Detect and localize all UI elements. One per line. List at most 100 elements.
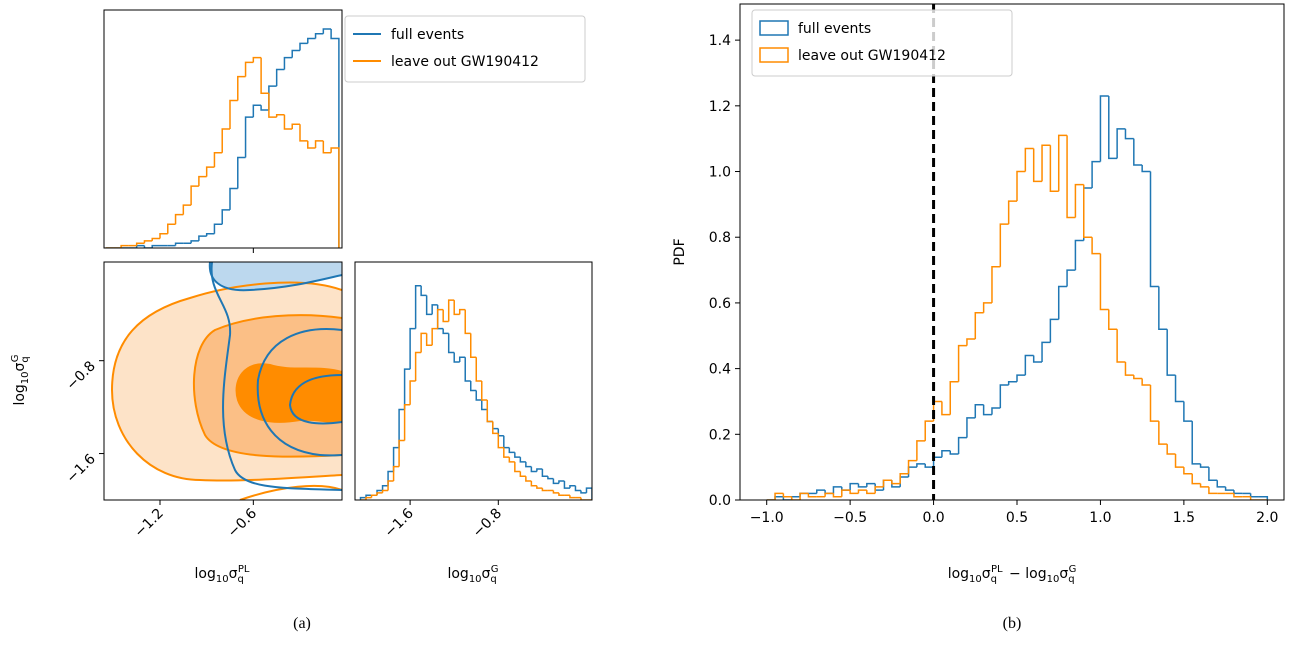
histogram-step bbox=[425, 333, 433, 347]
histogram-step bbox=[229, 99, 238, 129]
histogram-step bbox=[1191, 421, 1201, 465]
histogram-step bbox=[824, 492, 834, 497]
legend-box bbox=[751, 9, 1013, 77]
histogram-step bbox=[957, 436, 967, 455]
y-tick-label: 0.2 bbox=[709, 427, 731, 443]
x-tick-label: 1.5 bbox=[1173, 510, 1195, 526]
legend-label: leave out GW190412 bbox=[798, 48, 946, 64]
histogram-step bbox=[782, 493, 792, 498]
histogram-step bbox=[924, 463, 934, 468]
histogram-step bbox=[1057, 285, 1068, 320]
histogram-step bbox=[999, 384, 1009, 409]
histogram-step bbox=[1041, 144, 1051, 182]
y-tick-label: 0.4 bbox=[709, 362, 731, 378]
histogram-step bbox=[916, 440, 926, 461]
histogram-step bbox=[991, 266, 1001, 303]
histogram-step bbox=[799, 492, 809, 500]
histogram-step bbox=[213, 223, 223, 234]
histogram-step bbox=[1141, 164, 1151, 173]
histogram-step bbox=[982, 302, 992, 313]
histogram-step bbox=[381, 489, 389, 493]
axis-label-part: PL bbox=[238, 564, 250, 575]
histogram-step bbox=[536, 468, 543, 472]
histogram-step bbox=[190, 185, 199, 206]
histogram-step bbox=[849, 482, 859, 491]
histogram-step bbox=[143, 240, 153, 244]
histogram-step bbox=[899, 476, 909, 487]
histogram-step bbox=[1208, 467, 1218, 482]
histogram-step bbox=[857, 489, 867, 494]
histogram-step bbox=[1174, 375, 1184, 403]
histogram-step bbox=[291, 49, 300, 58]
histogram-step bbox=[229, 187, 238, 210]
axis-label-part: σ bbox=[982, 566, 991, 582]
histogram-step bbox=[874, 486, 884, 494]
histogram-step bbox=[1024, 354, 1034, 376]
histogram-step bbox=[514, 452, 521, 458]
histogram-step bbox=[1083, 184, 1093, 238]
histogram-step bbox=[991, 407, 1001, 415]
histogram-step bbox=[569, 495, 576, 499]
histogram-step bbox=[447, 299, 455, 322]
histogram-step bbox=[431, 304, 438, 315]
histogram-step bbox=[891, 480, 901, 485]
legend-box bbox=[344, 15, 586, 83]
histogram-step bbox=[492, 421, 499, 430]
histogram-step bbox=[392, 465, 400, 481]
histogram-step bbox=[414, 285, 422, 329]
histogram-step bbox=[941, 401, 951, 416]
histogram-step bbox=[530, 480, 537, 487]
y-tick-label: −0.8 bbox=[63, 358, 98, 393]
histogram-step bbox=[1066, 269, 1076, 287]
histogram-step bbox=[143, 245, 153, 248]
histogram-step bbox=[1174, 454, 1184, 468]
histogram-step bbox=[1149, 171, 1159, 288]
histogram-step bbox=[120, 244, 129, 248]
histogram-step bbox=[299, 124, 308, 142]
histogram-step bbox=[1216, 480, 1226, 488]
histogram-step bbox=[291, 123, 300, 129]
histogram-step bbox=[420, 285, 427, 297]
axis-label-part: σ bbox=[1059, 566, 1068, 582]
histogram-step bbox=[1007, 200, 1018, 225]
histogram-step bbox=[307, 37, 316, 44]
axis-label-part: q bbox=[991, 574, 997, 585]
histogram-step bbox=[974, 403, 984, 418]
axis-label-part: σ bbox=[12, 362, 28, 371]
histogram-step bbox=[237, 75, 246, 101]
histogram-step bbox=[252, 56, 262, 63]
histogram-step bbox=[774, 492, 784, 500]
histogram-step bbox=[541, 469, 548, 477]
histogram-step bbox=[409, 380, 416, 405]
contour-fill bbox=[209, 262, 342, 291]
histogram-step bbox=[536, 485, 543, 489]
histogram-step bbox=[547, 476, 554, 480]
histogram-step bbox=[1108, 309, 1118, 330]
legend-label: leave out GW190412 bbox=[391, 54, 539, 70]
histogram-step bbox=[866, 482, 876, 487]
histogram-step bbox=[541, 488, 548, 492]
histogram-step bbox=[1233, 493, 1243, 498]
histogram-step bbox=[398, 408, 405, 448]
histogram-step bbox=[585, 487, 592, 500]
contour-line bbox=[210, 262, 342, 491]
histogram-step bbox=[420, 332, 427, 353]
histogram-step bbox=[982, 404, 992, 416]
histogram-step bbox=[807, 493, 817, 498]
axes-frame bbox=[739, 3, 1285, 501]
histogram-step bbox=[403, 368, 411, 410]
legend-label: full events bbox=[798, 21, 871, 37]
axis-label-part: 10 bbox=[1047, 574, 1060, 585]
histogram-step bbox=[376, 492, 383, 496]
histogram-step bbox=[486, 400, 493, 423]
histogram-step bbox=[260, 57, 269, 95]
histogram-step bbox=[832, 486, 842, 494]
x-tick-label: 1.0 bbox=[1089, 510, 1111, 526]
histogram-step bbox=[1116, 128, 1126, 159]
histogram-step bbox=[359, 496, 367, 500]
histogram-step bbox=[1141, 378, 1151, 386]
axis-label-part: G bbox=[491, 564, 499, 575]
histogram-step bbox=[503, 435, 510, 449]
histogram-step bbox=[492, 421, 499, 435]
axes-frame bbox=[354, 261, 593, 501]
